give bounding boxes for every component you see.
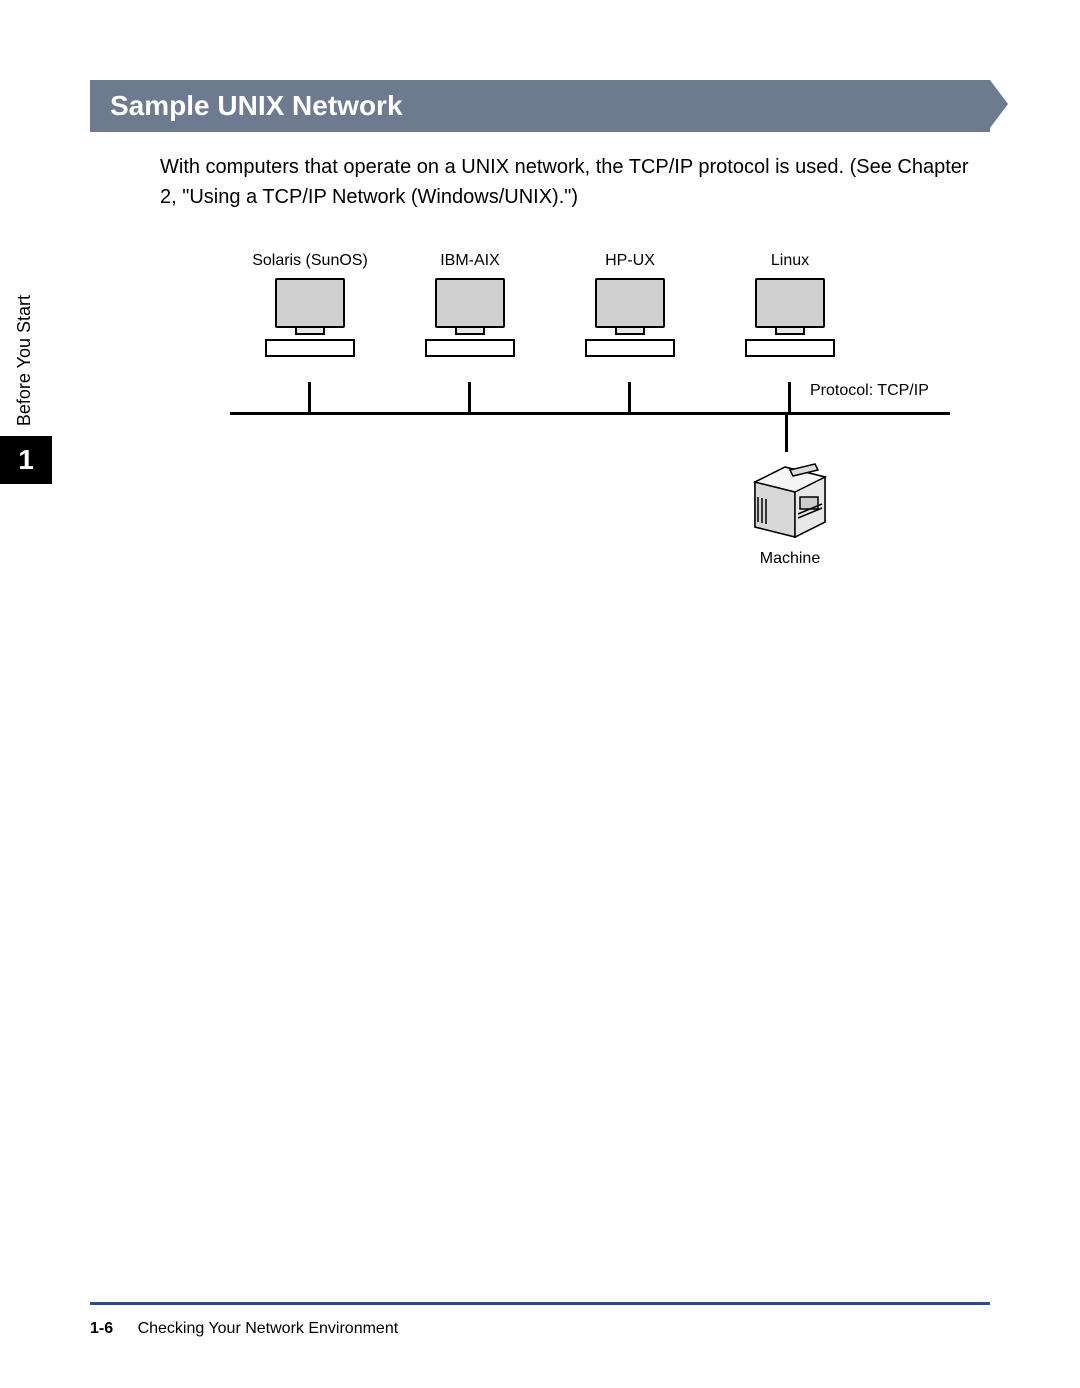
- computer-label: HP-UX: [605, 252, 655, 270]
- computer-row: Solaris (SunOS) IBM-AIX HP-UX Linux: [255, 252, 845, 357]
- body-paragraph: With computers that operate on a UNIX ne…: [160, 152, 990, 212]
- page-content: Sample UNIX Network With computers that …: [0, 0, 1080, 1388]
- network-connector-line: [788, 382, 791, 412]
- network-backbone-line: [230, 412, 950, 415]
- computer-solaris: Solaris (SunOS): [255, 252, 365, 357]
- network-machine-line: [785, 412, 788, 452]
- monitor-stand-icon: [775, 327, 805, 335]
- page-number: 1-6: [90, 1320, 113, 1337]
- footer-text: 1-6 Checking Your Network Environment: [90, 1320, 990, 1338]
- desktop-icon: [425, 339, 515, 357]
- printer-machine-icon: [740, 452, 840, 542]
- network-diagram: Solaris (SunOS) IBM-AIX HP-UX Linux: [230, 252, 930, 602]
- monitor-icon: [435, 278, 505, 328]
- footer-section-title: Checking Your Network Environment: [138, 1320, 399, 1337]
- desktop-icon: [745, 339, 835, 357]
- desktop-icon: [265, 339, 355, 357]
- computer-hp-ux: HP-UX: [575, 252, 685, 357]
- monitor-icon: [755, 278, 825, 328]
- protocol-label: Protocol: TCP/IP: [810, 382, 929, 400]
- computer-label: IBM-AIX: [440, 252, 500, 270]
- footer-divider: [90, 1302, 990, 1305]
- monitor-icon: [595, 278, 665, 328]
- network-connector-line: [308, 382, 311, 412]
- network-connector-line: [628, 382, 631, 412]
- machine-device: Machine: [740, 452, 840, 568]
- desktop-icon: [585, 339, 675, 357]
- monitor-stand-icon: [295, 327, 325, 335]
- section-heading: Sample UNIX Network: [90, 80, 990, 132]
- computer-label: Solaris (SunOS): [252, 252, 368, 270]
- network-connector-line: [468, 382, 471, 412]
- monitor-icon: [275, 278, 345, 328]
- page-footer: 1-6 Checking Your Network Environment: [90, 1302, 990, 1338]
- monitor-stand-icon: [455, 327, 485, 335]
- machine-label: Machine: [760, 550, 820, 568]
- computer-linux: Linux: [735, 252, 845, 357]
- computer-ibm-aix: IBM-AIX: [415, 252, 525, 357]
- computer-label: Linux: [771, 252, 809, 270]
- monitor-stand-icon: [615, 327, 645, 335]
